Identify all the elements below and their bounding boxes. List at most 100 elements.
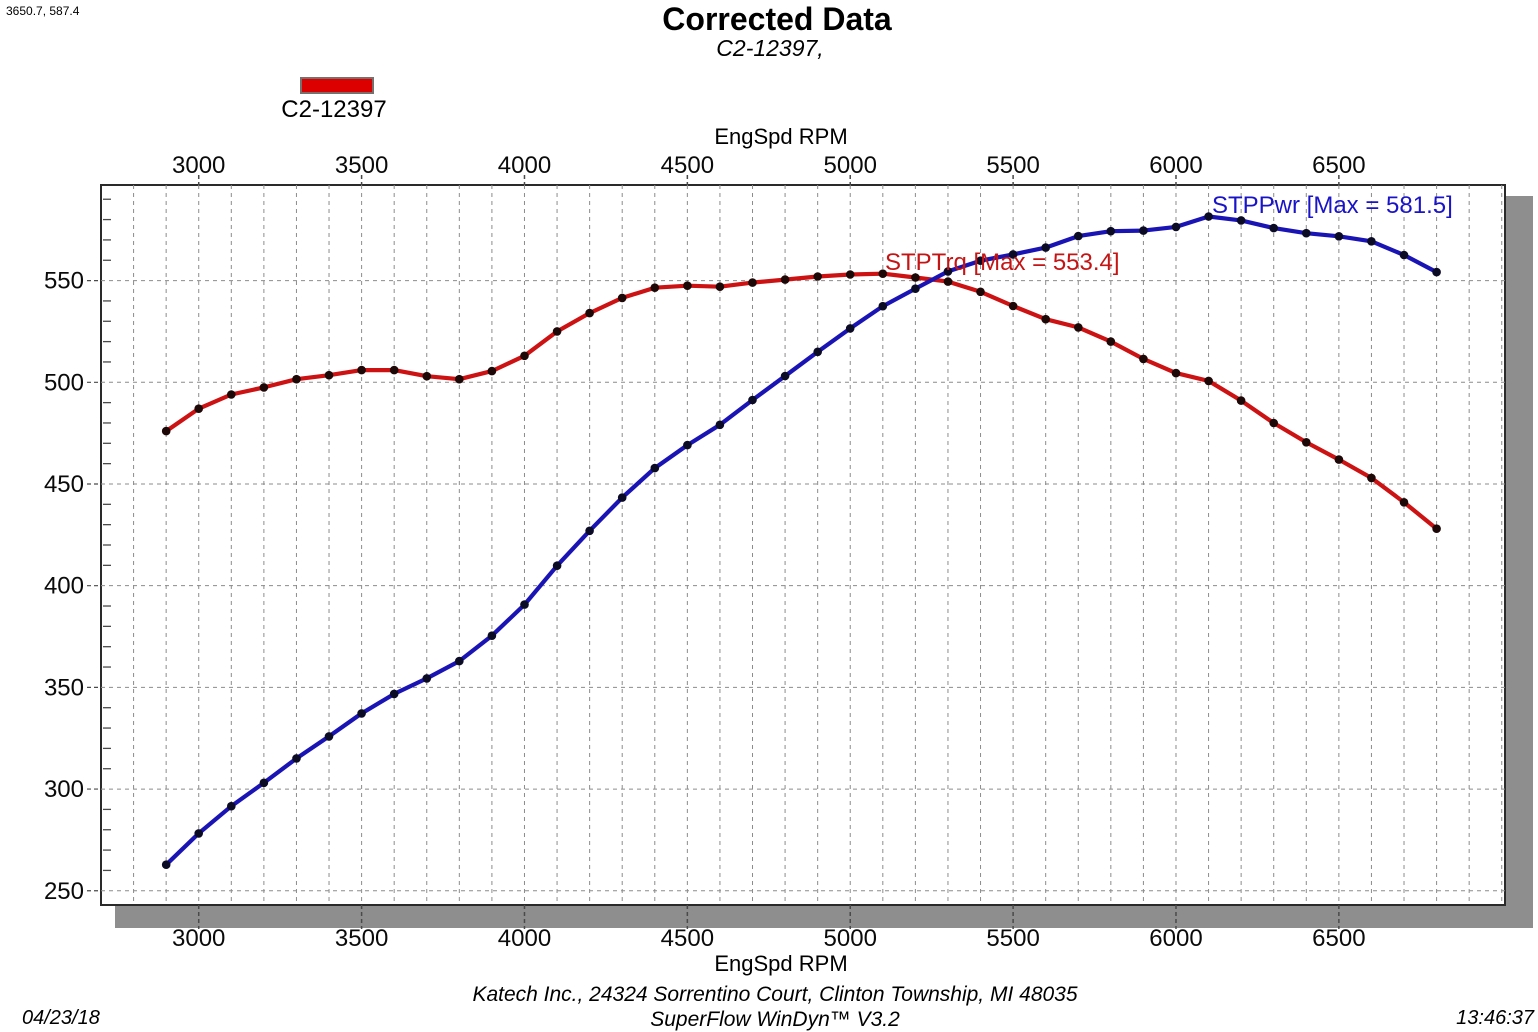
x-tick-label-top: 6500: [1312, 152, 1365, 179]
power-curve-data-point: [1204, 212, 1213, 221]
power-curve-data-point: [1041, 243, 1050, 252]
x-tick-label-bottom: 5500: [986, 925, 1039, 952]
torque-curve-data-point: [422, 371, 432, 381]
power-curve-data-point: [1236, 216, 1246, 225]
x-axis-label-top: EngSpd RPM: [714, 124, 848, 149]
torque-curve-data-point: [976, 287, 985, 297]
power-curve-data-point: [976, 256, 985, 266]
torque-curve-data-point: [1432, 524, 1441, 533]
power-curve-data-point: [813, 347, 822, 357]
torque-curve-data-point: [1139, 354, 1148, 364]
torque-curve-data-point: [1106, 337, 1116, 346]
power-curve-data-point: [845, 324, 855, 333]
legend-swatch: [300, 77, 374, 94]
power-curve-data-point: [878, 301, 888, 311]
torque-curve-data-point: [259, 383, 269, 392]
x-tick-label-bottom: 6500: [1312, 925, 1365, 952]
power-curve-data-point: [1171, 222, 1181, 232]
power-curve-data-point: [1008, 250, 1018, 259]
torque-curve-data-point: [389, 365, 399, 375]
power-curve-data-point: [650, 463, 660, 473]
x-tick-label-bottom: 3000: [172, 925, 225, 952]
torque-curve-data-point: [292, 374, 301, 384]
power-curve-data-point: [1139, 226, 1148, 235]
power-curve-data-point: [1334, 232, 1344, 241]
power-curve-data-point: [1367, 237, 1376, 246]
page-subtitle: C2-12397,: [716, 35, 824, 61]
power-curve-data-point: [292, 754, 301, 763]
power-curve-data-point: [552, 561, 562, 570]
power-curve-data-point: [455, 656, 464, 666]
torque-curve-data-point: [324, 370, 334, 380]
torque-curve-data-point: [487, 366, 497, 376]
torque-curve-data-point: [943, 277, 953, 286]
x-tick-label-top: 4000: [498, 152, 551, 179]
torque-curve-data-point: [1171, 368, 1181, 378]
footer-software-version: SuperFlow WinDyn™ V3.2: [650, 1008, 900, 1031]
torque-curve-data-point: [748, 278, 757, 287]
y-tick-label: 450: [44, 471, 84, 498]
torque-curve-data-point: [617, 293, 627, 303]
gridlines: [101, 185, 1505, 905]
torque-max-annotation: STPTrq [Max = 553.4]: [885, 249, 1120, 276]
power-curve-data-point: [520, 600, 529, 609]
cursor-position-readout: 3650.7, 587.4: [6, 4, 80, 18]
torque-curve-data-point: [552, 327, 562, 336]
power-curve-data-point: [357, 709, 366, 718]
power-curve-data-point: [227, 801, 236, 811]
power-curve-data-point: [487, 631, 497, 640]
power-curve-data-point: [422, 674, 432, 683]
x-tick-label-top: 3500: [335, 152, 388, 179]
legend-series-label: C2-12397: [281, 96, 387, 123]
x-tick-label-bottom: 4000: [498, 925, 551, 952]
power-curve-data-point: [259, 778, 269, 788]
x-tick-label-bottom: 4500: [661, 925, 714, 952]
torque-curve: [161, 269, 1441, 533]
power-curve-data-point: [1106, 226, 1116, 236]
power-curve-data-point: [683, 440, 692, 450]
torque-curve-data-point: [1269, 418, 1278, 428]
torque-curve-data-point: [1302, 438, 1311, 447]
power-curve-data-point: [943, 267, 953, 276]
torque-curve-data-point: [845, 270, 855, 279]
page-title: Corrected Data: [662, 1, 892, 37]
torque-curve-data-point: [1204, 376, 1213, 386]
torque-curve-data-point: [1236, 396, 1246, 405]
torque-curve-data-point: [878, 269, 888, 279]
y-tick-label: 300: [44, 776, 84, 803]
footer-date: 04/23/18: [22, 1007, 100, 1029]
power-curve-data-point: [389, 689, 399, 699]
power-curve-data-point: [1269, 223, 1278, 233]
torque-curve-data-point: [715, 282, 725, 292]
torque-curve-data-point: [1367, 473, 1376, 483]
power-curve-data-point: [161, 860, 171, 869]
power-curve-data-point: [1074, 231, 1083, 241]
power-max-annotation: STPPwr [Max = 581.5]: [1212, 192, 1453, 219]
power-curve-data-point: [194, 829, 203, 838]
torque-curve-data-point: [1334, 455, 1344, 464]
y-tick-label: 400: [44, 573, 84, 600]
torque-curve-data-point: [813, 272, 822, 281]
torque-curve-data-point: [161, 426, 171, 436]
torque-curve-data-point: [1399, 498, 1409, 507]
power-curve: [161, 212, 1441, 869]
x-tick-label-bottom: 5000: [824, 925, 877, 952]
power-curve-data-point: [1399, 250, 1409, 260]
y-tick-label: 250: [44, 878, 84, 905]
power-curve-data-point: [780, 371, 790, 381]
torque-curve-data-point: [1041, 314, 1050, 324]
x-tick-label-top: 5500: [986, 152, 1039, 179]
x-tick-label-top: 5000: [824, 152, 877, 179]
torque-curve-data-point: [780, 275, 790, 284]
torque-curve-data-point: [1074, 323, 1083, 332]
x-tick-label-bottom: 3500: [335, 925, 388, 952]
power-curve-data-point: [585, 526, 594, 536]
y-tick-label: 500: [44, 369, 84, 396]
y-axis-ticks: 250 300 350 400 450 500 550: [44, 198, 111, 905]
torque-curve-data-point: [520, 351, 529, 361]
x-tick-label-top: 3000: [172, 152, 225, 179]
plot-background: [100, 184, 1533, 928]
footer-company-address: Katech Inc., 24324 Sorrentino Court, Cli…: [472, 983, 1078, 1006]
power-curve-data-point: [1302, 228, 1311, 238]
